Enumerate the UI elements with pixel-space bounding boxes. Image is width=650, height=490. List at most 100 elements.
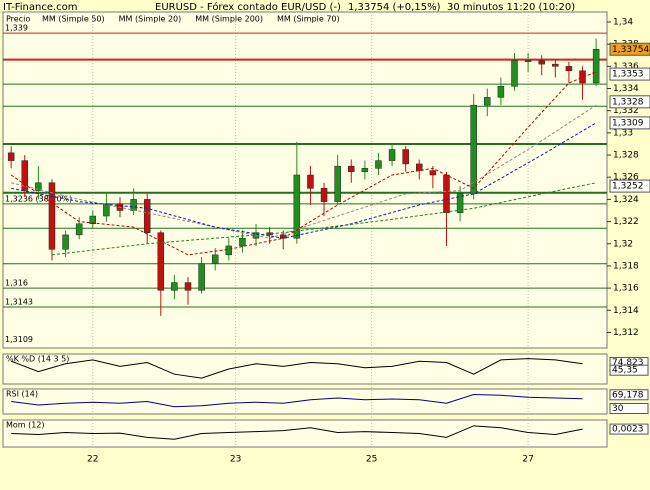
indicator-line bbox=[10, 358, 583, 379]
candle-body bbox=[75, 223, 83, 236]
price-tag-box bbox=[609, 95, 650, 109]
candle-body bbox=[293, 174, 301, 239]
legend-entry: MM (Simple 200) bbox=[195, 15, 263, 24]
candle-body bbox=[103, 203, 110, 217]
indicator-name: RSI (14) bbox=[6, 390, 38, 399]
candle-body bbox=[592, 49, 600, 84]
indicator-tag-box bbox=[609, 389, 649, 401]
candle-body bbox=[62, 234, 69, 250]
price-tag: 1,3252 bbox=[612, 182, 644, 192]
indicator-name: %K %D (14 3 5) bbox=[6, 355, 69, 364]
candle-body bbox=[497, 86, 505, 98]
y-tick-label: 1,326 bbox=[613, 173, 639, 183]
price-tag: 1,3309 bbox=[612, 118, 644, 128]
candle-body bbox=[89, 215, 97, 225]
candle-body bbox=[511, 60, 518, 87]
candle-body bbox=[388, 149, 396, 161]
level-label: 1,3109 bbox=[5, 335, 33, 344]
candle-body bbox=[443, 174, 450, 213]
y-tick-label: 1,32 bbox=[613, 239, 633, 249]
moving-average bbox=[11, 122, 597, 239]
indicator-line bbox=[11, 425, 583, 440]
y-tick-label: 1,334 bbox=[613, 84, 639, 94]
candle-body bbox=[225, 245, 233, 256]
y-tick-label: 1,328 bbox=[613, 151, 639, 161]
stoch-panel bbox=[2, 353, 608, 385]
last-quote: 1,33754 (+0,15%) bbox=[348, 2, 441, 13]
y-tick-label: 1,336 bbox=[613, 62, 639, 72]
site: IT-Finance.com bbox=[3, 2, 78, 13]
candle-body bbox=[565, 66, 573, 72]
indicator-tag: 30 bbox=[612, 404, 624, 414]
x-tick-label: 27 bbox=[522, 455, 533, 465]
x-tick-label: 25 bbox=[366, 455, 377, 465]
price-tag-box bbox=[609, 42, 650, 56]
candle-body bbox=[211, 254, 219, 264]
candle-body bbox=[416, 163, 423, 171]
indicator-tag-box bbox=[609, 403, 649, 414]
indicator-line bbox=[11, 393, 583, 408]
price-tag: 1,33754 bbox=[612, 45, 649, 55]
candle-body bbox=[538, 60, 545, 65]
y-tick-label: 1,318 bbox=[613, 261, 639, 271]
x-tick-label: 23 bbox=[230, 455, 241, 465]
y-tick-label: 1,324 bbox=[613, 195, 639, 205]
moving-average bbox=[10, 71, 597, 256]
moving-average bbox=[51, 182, 597, 256]
price-tag-box bbox=[609, 179, 650, 193]
candle-body bbox=[484, 97, 491, 106]
candle-body bbox=[171, 282, 178, 291]
price-tag: 1,3353 bbox=[612, 70, 644, 80]
candle-body bbox=[143, 199, 151, 233]
candle-body bbox=[7, 152, 15, 161]
candle-body bbox=[307, 174, 314, 189]
interval: 30 minutos 11:20 (10:20) bbox=[447, 2, 575, 13]
candle-body bbox=[429, 170, 437, 176]
rsi-panel bbox=[2, 388, 608, 415]
candle-body bbox=[239, 237, 246, 247]
candle-body bbox=[524, 60, 532, 63]
candle-body bbox=[552, 63, 559, 67]
y-tick-label: 1,34 bbox=[613, 17, 633, 27]
candle-body bbox=[361, 168, 369, 172]
indicator-tag: 0,0023 bbox=[612, 425, 644, 435]
level-label: 1,3143 bbox=[5, 297, 33, 306]
indicator-tag: 74,823 bbox=[612, 358, 644, 368]
candle-body bbox=[402, 149, 409, 165]
price-tag-box bbox=[609, 116, 650, 130]
title: EURUSD - Fórex contado EUR/USD (-) bbox=[155, 1, 341, 13]
y-tick-label: 1,316 bbox=[613, 284, 639, 294]
price-tag-box bbox=[609, 67, 650, 81]
candle-body bbox=[579, 70, 586, 84]
candle-body bbox=[456, 193, 464, 213]
level-label: 1,316 bbox=[5, 279, 28, 288]
candle-body bbox=[348, 165, 355, 172]
y-tick-label: 1,314 bbox=[613, 306, 639, 316]
candle-body bbox=[130, 199, 137, 211]
candle-body bbox=[198, 263, 205, 291]
y-tick-label: 1,33 bbox=[613, 128, 633, 138]
moving-average bbox=[11, 104, 597, 239]
candle-body bbox=[320, 188, 328, 202]
legend-entry: MM (Simple 20) bbox=[119, 15, 182, 24]
candle-body bbox=[375, 160, 382, 169]
y-tick-label: 1,312 bbox=[613, 328, 639, 338]
candle-body bbox=[334, 165, 341, 202]
x-tick-label: 22 bbox=[87, 455, 98, 465]
y-tick-label: 1,322 bbox=[613, 217, 639, 227]
y-tick-label: 1,332 bbox=[613, 106, 639, 116]
main-panel bbox=[2, 11, 608, 349]
candle-body bbox=[184, 282, 192, 291]
indicator-tag-box bbox=[609, 423, 649, 435]
indicator-tag: 69,178 bbox=[612, 390, 644, 400]
price-tag: 1,3328 bbox=[612, 97, 644, 107]
legend-entry: MM (Simple 50) bbox=[42, 15, 105, 24]
price-label: Precio bbox=[6, 15, 30, 24]
indicator-tag: 45,35 bbox=[612, 366, 638, 376]
indicator-tag-box bbox=[609, 364, 649, 376]
candle-body bbox=[48, 182, 56, 250]
legend-entry: MM (Simple 70) bbox=[277, 15, 340, 24]
level-label: 1,339 bbox=[5, 24, 28, 33]
candle-body bbox=[35, 182, 42, 191]
candle-body bbox=[21, 160, 29, 191]
